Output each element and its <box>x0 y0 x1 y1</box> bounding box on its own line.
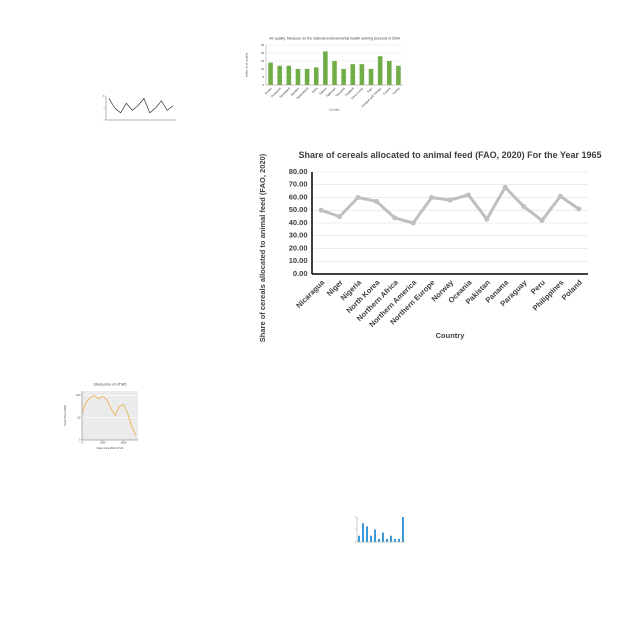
chart-title: Share of cereals allocated to animal fee… <box>299 150 602 160</box>
bar <box>366 526 368 542</box>
bar <box>358 535 360 542</box>
y-tick-label: 0.00 <box>293 269 308 278</box>
y-axis-label: Share of cereals allocated to animal fee… <box>258 153 267 342</box>
data-point <box>465 192 471 198</box>
data-point <box>429 195 435 200</box>
bar <box>370 535 372 542</box>
bar <box>362 523 364 542</box>
y-tick-label: 8 <box>355 516 356 518</box>
bar <box>368 69 374 85</box>
y-tick-label: 0 <box>79 438 81 442</box>
bar <box>394 538 396 542</box>
bar <box>396 65 401 85</box>
bar <box>350 64 356 85</box>
x-tick-label: Syria <box>311 86 319 94</box>
data-point <box>539 217 545 223</box>
data-point <box>318 207 324 213</box>
y-axis-label: Stock Price (USD) <box>63 405 67 426</box>
bar <box>386 538 388 542</box>
x-tick-label: Nicaragua <box>294 277 327 310</box>
data-point <box>355 195 361 200</box>
plot-background <box>82 391 138 440</box>
data-line <box>81 395 137 436</box>
x-tick-label: Tanzania <box>334 86 346 98</box>
x-axis-label: Country <box>329 108 340 112</box>
y-tick-label: 4 <box>355 529 356 531</box>
bar <box>341 69 346 85</box>
bar <box>378 538 380 542</box>
y-tick-label: 30.00 <box>289 231 308 240</box>
bar <box>304 69 310 85</box>
bar <box>323 51 328 85</box>
bar <box>387 61 392 85</box>
y-tick-label: 5 <box>104 108 106 110</box>
y-tick-label: 80.00 <box>289 167 308 176</box>
y-tick-label: 5 <box>263 75 265 79</box>
y-tick-label: 0 <box>263 83 265 87</box>
y-axis-label: Index of air quality <box>244 52 248 77</box>
x-tick-label: Togo <box>366 86 374 94</box>
y-tick-label: 25 <box>261 43 265 47</box>
y-tick-label: 70.00 <box>289 180 308 189</box>
bar <box>382 532 384 542</box>
bar <box>295 69 301 85</box>
data-point <box>484 216 490 222</box>
bar <box>402 517 404 542</box>
y-tick-label: 40.00 <box>289 218 308 227</box>
x-tick-label: 1000 <box>100 441 106 445</box>
data-point <box>392 215 398 221</box>
bar <box>359 64 365 85</box>
x-axis-label: Country <box>436 331 466 340</box>
bar <box>398 538 400 542</box>
y-tick-label: 50.00 <box>289 205 308 214</box>
y-tick-label: 10.00 <box>289 256 308 265</box>
y-tick-label: 60.00 <box>289 192 308 201</box>
data-point <box>557 193 563 199</box>
data-line <box>320 185 580 225</box>
bar <box>313 67 319 85</box>
data-point <box>410 220 416 226</box>
bar <box>286 65 292 85</box>
y-tick-label: 0 <box>355 541 356 543</box>
y-tick-label: 0 <box>104 120 106 122</box>
x-tick-label: Sweden <box>290 86 301 97</box>
y-tick-label: 10 <box>103 96 106 98</box>
y-tick-label: 20.00 <box>289 243 308 252</box>
chart-title: Stock price of UTMD <box>93 382 127 386</box>
x-tick-label: Taiwan <box>318 86 328 96</box>
x-tick-label: Sudan <box>264 86 273 95</box>
data-point <box>447 197 453 203</box>
bar <box>268 62 273 85</box>
chart-title: Air quality: Measure on the national env… <box>269 36 399 40</box>
x-tick-label: 0 <box>81 441 83 445</box>
data-point <box>337 214 343 220</box>
x-tick-label: Tunisia <box>382 86 392 96</box>
y-tick-label: 15 <box>261 59 265 63</box>
data-point <box>373 198 379 204</box>
data-point <box>521 203 527 209</box>
bar <box>377 56 383 85</box>
data-point <box>502 184 508 190</box>
y-tick-label: 10 <box>261 67 265 71</box>
x-axis-label: Days since 2010-07-01 <box>97 446 124 450</box>
x-tick-label: Tajikistan <box>325 86 337 98</box>
y-tick-label: 50 <box>78 415 81 419</box>
x-tick-label: Poland <box>560 278 584 302</box>
x-tick-label: Turkey <box>391 86 401 96</box>
bar <box>390 535 392 542</box>
y-tick-label: 20 <box>261 51 265 55</box>
x-tick-label: Thailand <box>344 86 355 97</box>
data-line <box>108 98 174 114</box>
bar <box>374 529 376 542</box>
bar <box>332 61 337 85</box>
data-point <box>576 206 582 212</box>
bar <box>277 65 282 85</box>
y-tick-label: 100 <box>76 393 81 397</box>
x-tick-label: 2000 <box>121 441 127 445</box>
